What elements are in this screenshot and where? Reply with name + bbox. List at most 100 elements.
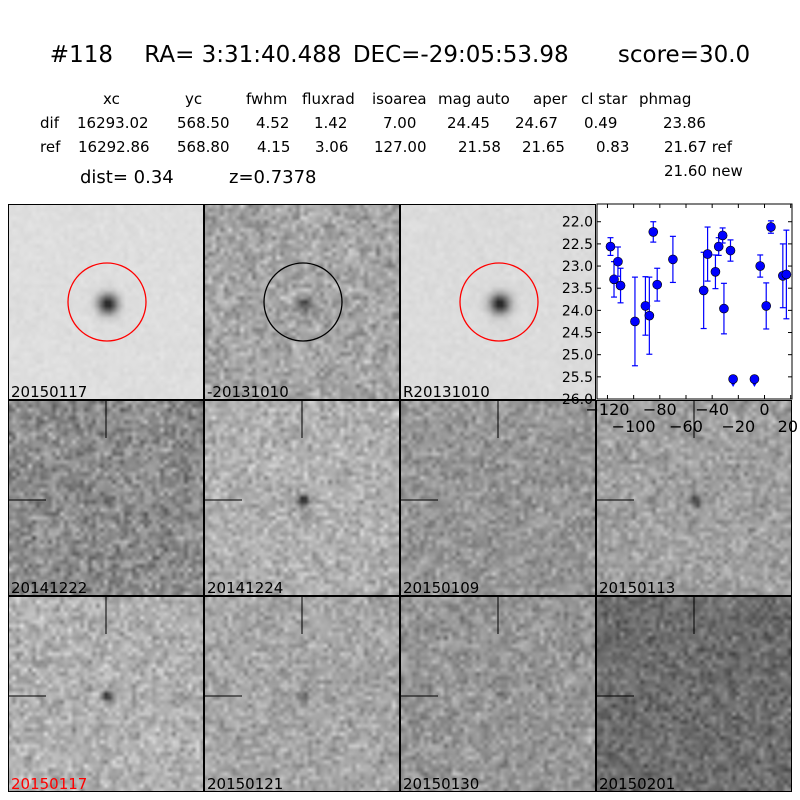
data-point xyxy=(761,301,772,311)
stamp-image xyxy=(8,204,204,400)
row-label: dif xyxy=(40,114,59,132)
upper-limit-point xyxy=(749,374,760,384)
stamp-frame xyxy=(204,204,400,400)
image-stamp: 20150109 xyxy=(400,400,596,597)
data-point xyxy=(615,280,626,291)
stamp-date-label: -20131010 xyxy=(207,383,289,401)
data-point xyxy=(717,230,728,241)
y-tick-label: 24.5 xyxy=(562,326,593,342)
stamp-frame xyxy=(400,400,596,596)
aperture-circle xyxy=(459,262,539,342)
data-point xyxy=(766,222,776,232)
y-tick-label: 26.0 xyxy=(562,392,593,408)
data-point xyxy=(613,256,623,267)
stamp-frame xyxy=(204,400,400,596)
cell: 16293.02 xyxy=(77,114,149,132)
x-tick-label: 20 xyxy=(778,417,798,436)
cell: 3.06 xyxy=(315,138,349,156)
cell: 568.50 xyxy=(177,114,230,132)
cell: 21.67 ref xyxy=(664,138,733,156)
x-tick-label: −120 xyxy=(585,400,629,419)
cell: 0.83 xyxy=(596,138,630,156)
cell: 24.45 xyxy=(447,114,490,132)
data-point xyxy=(702,249,713,259)
col-header: fwhm xyxy=(246,90,288,108)
x-tick-label: 0 xyxy=(759,400,769,419)
cell: 24.67 xyxy=(515,114,558,132)
cell: 23.86 xyxy=(663,114,706,132)
image-stamp: 20150117 xyxy=(8,204,204,401)
stamp-frame xyxy=(596,596,792,792)
data-point xyxy=(644,310,655,321)
cell: 4.15 xyxy=(257,138,291,156)
stamp-frame xyxy=(400,204,596,400)
col-header: yc xyxy=(185,90,203,108)
x-tick-label: −80 xyxy=(643,400,677,419)
stamp-date-label: 20141222 xyxy=(11,579,88,597)
col-header: cl star xyxy=(581,90,628,108)
y-tick-label: 25.0 xyxy=(562,348,593,364)
data-point xyxy=(652,279,663,290)
y-tick-label: 22.5 xyxy=(562,237,593,253)
data-point xyxy=(640,301,651,311)
candidate-title: #118 RA= 3:31:40.488 DEC=-29:05:53.98 sc… xyxy=(0,42,800,68)
cell: 127.00 xyxy=(374,138,427,156)
stamp-frame xyxy=(400,596,596,792)
data-point xyxy=(719,303,729,314)
data-point xyxy=(609,274,619,285)
image-stamp: 20150201 xyxy=(596,596,792,793)
phmag-new: 21.60 new xyxy=(664,162,743,180)
col-header: isoarea xyxy=(372,90,427,108)
y-tick-label: 23.5 xyxy=(562,281,593,297)
light-curve-chart: 22.0 22.5 23.0 23.5 24.0 24.5 25.0 25.5 26.0−120… xyxy=(562,203,798,436)
stamp-date-label: 20141224 xyxy=(207,579,284,597)
image-stamp: R20131010 xyxy=(400,204,596,401)
stamp-date-label: 20150121 xyxy=(207,775,284,793)
stamp-frame xyxy=(8,400,204,596)
score: score=30.0 xyxy=(617,42,751,68)
col-header: phmag xyxy=(639,90,692,108)
distance: dist= 0.34 xyxy=(80,167,174,188)
stamp-date-label: R20131010 xyxy=(403,383,490,401)
data-point xyxy=(755,261,765,271)
cell: 16292.86 xyxy=(78,138,150,156)
data-point xyxy=(630,316,640,327)
stamp-date-label: 20150109 xyxy=(403,579,480,597)
stamp-image xyxy=(400,204,596,400)
image-stamp: 20141222 xyxy=(8,400,204,597)
image-stamp: 20150130 xyxy=(400,596,596,793)
aperture-circle xyxy=(263,262,343,342)
image-stamp: 20150121 xyxy=(204,596,400,793)
cell: 7.00 xyxy=(383,114,417,132)
data-point xyxy=(713,241,724,252)
col-header: xc xyxy=(103,90,120,108)
stamp-date-label: 20150201 xyxy=(599,775,676,793)
row-label: ref xyxy=(40,138,61,156)
plot-frame xyxy=(596,203,793,400)
x-tick-label: −20 xyxy=(721,417,755,436)
cell: 568.80 xyxy=(177,138,230,156)
y-tick-label: 22.0 xyxy=(562,215,593,231)
stamp-frame xyxy=(204,596,400,792)
col-header: aper xyxy=(533,90,568,108)
y-tick-label: 25.5 xyxy=(562,370,593,386)
col-header: fluxrad xyxy=(302,90,355,108)
data-point xyxy=(725,245,736,256)
cell: 4.52 xyxy=(256,114,290,132)
dec-coordinate: DEC=-29:05:53.98 xyxy=(352,42,569,68)
data-point xyxy=(781,269,792,280)
stamp-date-label: 20150117 xyxy=(11,383,88,401)
data-point xyxy=(698,285,709,296)
data-point xyxy=(668,254,678,265)
y-tick-label: 23.0 xyxy=(562,259,593,275)
ra-coordinate: RA= 3:31:40.488 xyxy=(144,42,342,68)
x-tick-label: −60 xyxy=(669,417,703,436)
cell: 0.49 xyxy=(584,114,618,132)
stamp-date-label: 20150130 xyxy=(403,775,480,793)
aperture-circle xyxy=(67,262,147,342)
cell: 1.42 xyxy=(314,114,348,132)
image-stamp: 20150117 xyxy=(8,596,204,793)
stamp-frame xyxy=(8,596,204,792)
x-tick-label: −40 xyxy=(695,400,729,419)
stamp-date-label: 20150113 xyxy=(599,579,676,597)
